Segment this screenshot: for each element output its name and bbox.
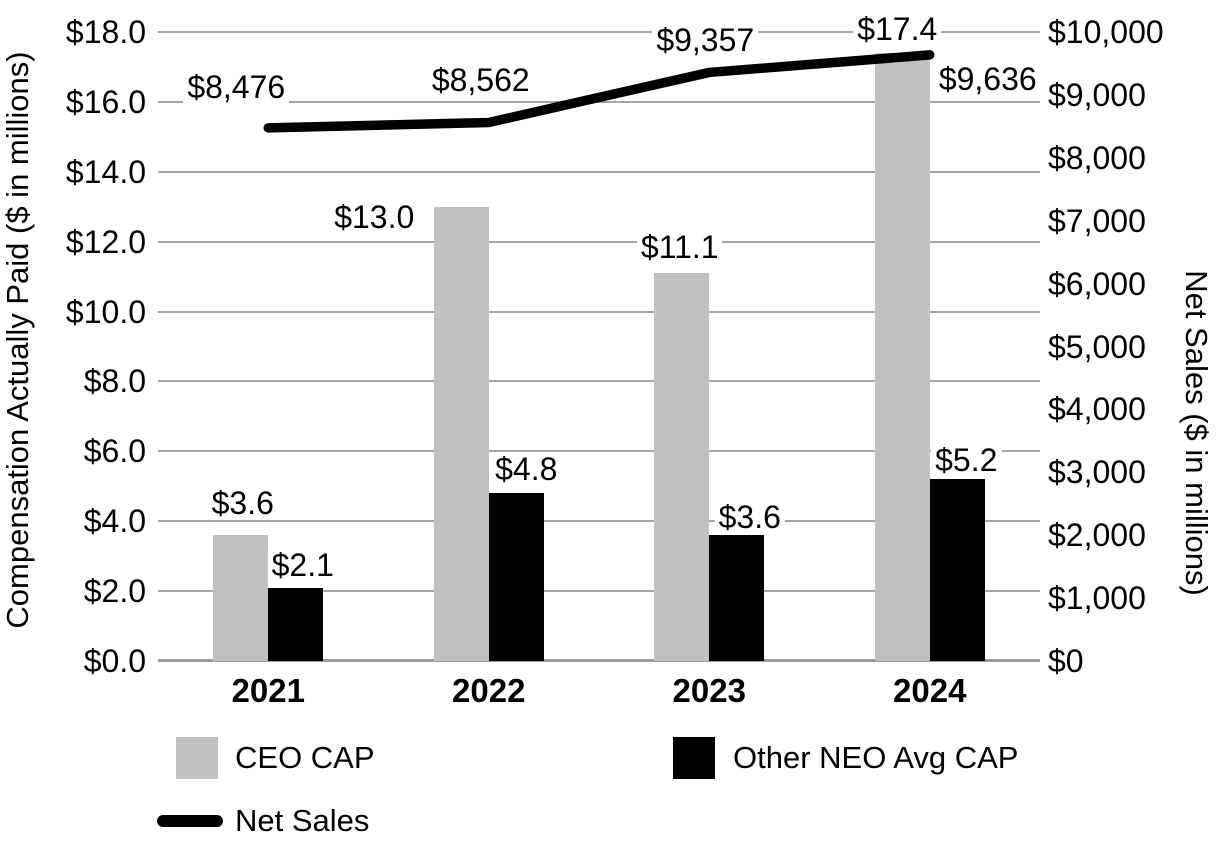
gridline <box>158 31 1040 33</box>
right-axis-tick-label: $4,000 <box>1048 391 1146 428</box>
legend-swatch-net-sales-line <box>157 815 223 827</box>
bar-ceo-cap-2024 <box>874 52 930 661</box>
left-axis-tick-label: $6.0 <box>83 433 146 470</box>
gridline <box>158 310 1040 313</box>
bar-other-neo-avg-cap-2023 <box>709 535 765 661</box>
right-axis-tick-label: $10,000 <box>1048 14 1164 50</box>
left-axis-tick-label: $4.0 <box>83 503 146 540</box>
x-axis-category-label: 2022 <box>452 672 526 709</box>
legend-label-other-neo-avg-cap: Other NEO Avg CAP <box>733 740 1019 775</box>
data-label-ceo-cap-2024: $17.4 <box>853 11 942 46</box>
data-label-net-sales-2023: $9,357 <box>652 23 759 58</box>
right-axis-tick-label: $0 <box>1048 643 1084 679</box>
legend-swatch-ceo-cap <box>176 737 218 779</box>
data-label-net-sales-2021: $8,476 <box>183 69 290 104</box>
data-label-ceo-cap-2023: $11.1 <box>636 230 723 265</box>
bar-ceo-cap-2023 <box>654 273 710 661</box>
right-axis-tick-label: $2,000 <box>1048 517 1146 554</box>
legend-label-net-sales: Net Sales <box>235 803 370 838</box>
bar-other-neo-avg-cap-2022 <box>488 493 544 661</box>
gridline <box>158 170 1040 173</box>
right-axis-tick-label: $5,000 <box>1048 328 1146 365</box>
data-label-net-sales-2024: $9,636 <box>934 61 1041 96</box>
gridline <box>158 240 1040 243</box>
gridline <box>158 380 1040 383</box>
left-axis-tick-label: $16.0 <box>65 83 146 120</box>
left-axis-tick-label: $0.0 <box>83 643 146 679</box>
data-label-ceo-cap-2021: $3.6 <box>207 486 278 521</box>
left-axis-tick-label: $14.0 <box>65 153 146 190</box>
right-axis-tick-label: $1,000 <box>1048 580 1146 617</box>
bar-ceo-cap-2022 <box>433 206 489 661</box>
gridline <box>158 590 1040 593</box>
data-label-other-neo-avg-cap-2022: $4.8 <box>491 452 562 487</box>
gridline <box>158 520 1040 523</box>
left-axis-tick-label: $18.0 <box>65 14 146 50</box>
left-axis-tick-label: $10.0 <box>65 293 146 330</box>
left-axis-tick-label: $2.0 <box>83 573 146 610</box>
x-axis-category-label: 2024 <box>893 672 967 709</box>
x-axis-category-label: 2023 <box>672 672 746 709</box>
legend-label-ceo-cap: CEO CAP <box>235 740 375 775</box>
right-axis-tick-label: $9,000 <box>1048 76 1146 113</box>
right-axis-tick-label: $6,000 <box>1048 265 1146 302</box>
right-axis-tick-label: $7,000 <box>1048 202 1146 239</box>
data-label-other-neo-avg-cap-2021: $2.1 <box>267 547 338 582</box>
bar-other-neo-avg-cap-2024 <box>929 479 985 661</box>
x-axis-line <box>158 659 1040 662</box>
x-axis-category-label: 2021 <box>231 672 305 709</box>
left-axis-tick-label: $12.0 <box>65 223 146 260</box>
data-label-other-neo-avg-cap-2024: $5.2 <box>931 443 1002 478</box>
right-axis-tick-label: $8,000 <box>1048 139 1146 176</box>
data-label-other-neo-avg-cap-2023: $3.6 <box>714 500 785 535</box>
left-axis-tick-label: $8.0 <box>83 363 146 400</box>
data-label-ceo-cap-2022: $13.0 <box>330 199 419 234</box>
bar-other-neo-avg-cap-2021 <box>268 587 324 661</box>
gridline <box>158 450 1040 453</box>
data-label-net-sales-2022: $8,562 <box>427 63 534 98</box>
net-sales-line <box>263 50 935 133</box>
right-axis-tick-label: $3,000 <box>1048 454 1146 491</box>
bar-ceo-cap-2021 <box>213 535 269 661</box>
legend-swatch-other-neo-avg-cap <box>673 737 715 779</box>
